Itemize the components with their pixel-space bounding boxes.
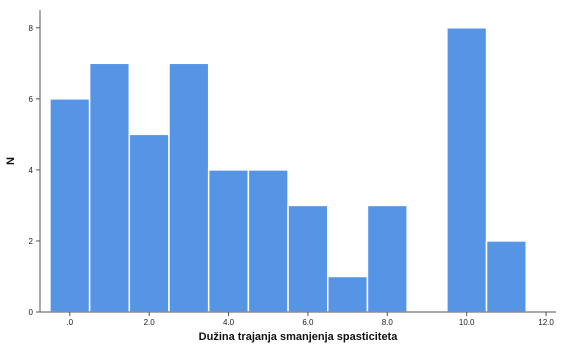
x-tick-label: 10.0 [459,318,475,327]
histogram-bar [88,62,131,313]
y-tick-label: 6 [29,95,34,104]
histogram-bar [366,204,408,313]
y-axis-title: N [5,157,17,165]
histogram-bar [207,169,250,313]
x-tick-label: 6.0 [302,318,314,327]
histogram-bar [287,204,329,313]
x-tick-label: .0 [66,318,73,327]
x-tick-label: 12.0 [538,318,554,327]
y-tick-label: 2 [29,237,34,246]
histogram-bar [327,275,369,313]
x-ticks-layer: .0 2.0 4.0 6.0 8.0 10.0 12.0 [66,312,554,327]
bars-layer [49,27,527,313]
x-tick-label: 4.0 [223,318,235,327]
y-tick-label: 8 [29,24,34,33]
histogram-bar [49,98,91,313]
histogram-bar [168,62,210,313]
y-tick-label: 0 [29,308,34,317]
histogram-bar [247,169,289,313]
y-ticks-layer: 0 2 4 6 8 [29,24,40,317]
x-tick-label: 8.0 [382,318,394,327]
histogram-bar [128,133,170,313]
x-axis-title: Dužina trajanja smanjenja spasticiteta [199,331,399,343]
x-tick-label: 2.0 [144,318,156,327]
y-tick-label: 4 [29,166,34,175]
histogram-bar [446,27,488,313]
histogram-bar [485,240,527,313]
